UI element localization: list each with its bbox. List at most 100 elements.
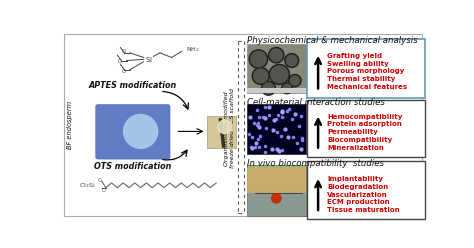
- Point: [269, 128, 277, 132]
- FancyBboxPatch shape: [247, 165, 306, 216]
- Point: [278, 134, 285, 138]
- Text: $\mathrm{Si}$: $\mathrm{Si}$: [145, 55, 152, 63]
- Point: [279, 115, 286, 119]
- Circle shape: [249, 50, 268, 68]
- Text: Biocompatibility: Biocompatibility: [328, 137, 392, 143]
- Text: Physicochemical & mechanical analysis: Physicochemical & mechanical analysis: [247, 36, 418, 45]
- Point: [278, 109, 285, 113]
- Circle shape: [218, 120, 232, 134]
- Circle shape: [290, 76, 300, 85]
- Point: [283, 109, 290, 113]
- Text: $\mathrm{O}$: $\mathrm{O}$: [117, 57, 123, 64]
- Point: [255, 125, 263, 129]
- Point: [273, 130, 281, 134]
- Text: In vivo biocompatibility  studies: In vivo biocompatibility studies: [247, 159, 384, 168]
- Text: Protein adsorption: Protein adsorption: [328, 122, 402, 127]
- Text: Implantability: Implantability: [328, 176, 383, 182]
- Point: [285, 107, 293, 111]
- Point: [248, 146, 255, 150]
- Text: Swelling ability: Swelling ability: [328, 61, 389, 67]
- Circle shape: [269, 64, 290, 84]
- Point: [247, 145, 255, 149]
- Circle shape: [283, 84, 291, 92]
- FancyBboxPatch shape: [247, 191, 306, 216]
- Point: [262, 126, 270, 130]
- Point: [265, 113, 273, 117]
- FancyBboxPatch shape: [96, 104, 170, 159]
- Point: [255, 145, 263, 149]
- Point: [270, 118, 278, 122]
- Point: [288, 117, 296, 121]
- Point: [255, 115, 263, 119]
- Text: Porous morphology: Porous morphology: [328, 68, 405, 74]
- Circle shape: [285, 54, 299, 67]
- FancyBboxPatch shape: [247, 44, 306, 93]
- Point: [255, 137, 262, 141]
- FancyBboxPatch shape: [307, 161, 425, 219]
- Point: [298, 147, 305, 151]
- Text: Biodegradation: Biodegradation: [328, 184, 389, 190]
- FancyBboxPatch shape: [247, 88, 306, 93]
- Circle shape: [252, 67, 269, 84]
- Point: [278, 109, 285, 113]
- Point: [262, 144, 269, 148]
- Point: [278, 148, 286, 152]
- Point: [251, 145, 259, 149]
- Circle shape: [282, 83, 292, 94]
- Point: [255, 125, 263, 129]
- Point: [299, 136, 306, 140]
- Point: [265, 105, 273, 109]
- Point: [284, 135, 292, 139]
- Text: $\mathrm{NH_2}$: $\mathrm{NH_2}$: [186, 45, 200, 54]
- Circle shape: [262, 81, 275, 95]
- Point: [273, 147, 281, 151]
- Text: $\mathrm{O}$: $\mathrm{O}$: [97, 176, 102, 184]
- Point: [261, 150, 268, 154]
- Text: Thermal stability: Thermal stability: [328, 76, 396, 82]
- Point: [291, 112, 299, 116]
- Text: Vascularization: Vascularization: [328, 191, 388, 198]
- Point: [256, 134, 264, 138]
- Point: [269, 147, 276, 151]
- Text: OTS modification: OTS modification: [94, 162, 172, 171]
- Point: [282, 127, 289, 131]
- Text: Mechanical features: Mechanical features: [328, 84, 408, 90]
- Circle shape: [289, 74, 301, 87]
- Point: [291, 112, 299, 116]
- Text: Permeability: Permeability: [328, 129, 378, 135]
- Circle shape: [251, 51, 266, 67]
- Point: [284, 135, 292, 139]
- Point: [253, 123, 261, 126]
- Circle shape: [254, 69, 268, 83]
- Point: [262, 117, 269, 121]
- FancyBboxPatch shape: [307, 100, 425, 157]
- Point: [275, 149, 283, 153]
- Point: [246, 115, 254, 119]
- Circle shape: [272, 194, 281, 203]
- Point: [265, 105, 273, 109]
- Text: Organosilanes modified
freeze dried OCS scaffold: Organosilanes modified freeze dried OCS …: [224, 88, 235, 168]
- Circle shape: [268, 47, 284, 63]
- Circle shape: [271, 66, 288, 83]
- Point: [275, 149, 283, 153]
- Text: BF endosperm: BF endosperm: [67, 101, 73, 149]
- Point: [273, 147, 281, 151]
- FancyBboxPatch shape: [247, 168, 306, 193]
- Circle shape: [270, 49, 283, 61]
- Text: Tissue maturation: Tissue maturation: [328, 207, 400, 213]
- Point: [246, 132, 253, 136]
- Point: [254, 122, 262, 125]
- Point: [293, 141, 301, 145]
- FancyBboxPatch shape: [207, 116, 236, 148]
- Text: $\mathrm{O}$: $\mathrm{O}$: [101, 186, 107, 194]
- Text: $\mathrm{O}$: $\mathrm{O}$: [120, 67, 127, 75]
- Circle shape: [124, 115, 158, 148]
- FancyBboxPatch shape: [307, 39, 425, 97]
- Text: Grafting yield: Grafting yield: [328, 53, 383, 59]
- Point: [298, 114, 305, 118]
- Text: APTES modification: APTES modification: [89, 82, 177, 91]
- Point: [274, 113, 282, 117]
- Point: [262, 117, 269, 121]
- Point: [299, 138, 306, 142]
- FancyBboxPatch shape: [247, 104, 306, 154]
